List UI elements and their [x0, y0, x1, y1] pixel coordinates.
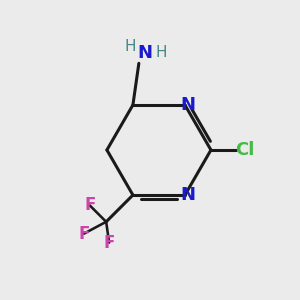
Text: Cl: Cl [235, 141, 254, 159]
Text: H: H [155, 45, 167, 60]
Text: H: H [124, 40, 136, 55]
Text: N: N [137, 44, 152, 62]
Text: N: N [180, 96, 195, 114]
Text: F: F [103, 234, 115, 252]
Text: N: N [180, 186, 195, 204]
Text: F: F [84, 196, 95, 214]
Text: F: F [78, 225, 90, 243]
